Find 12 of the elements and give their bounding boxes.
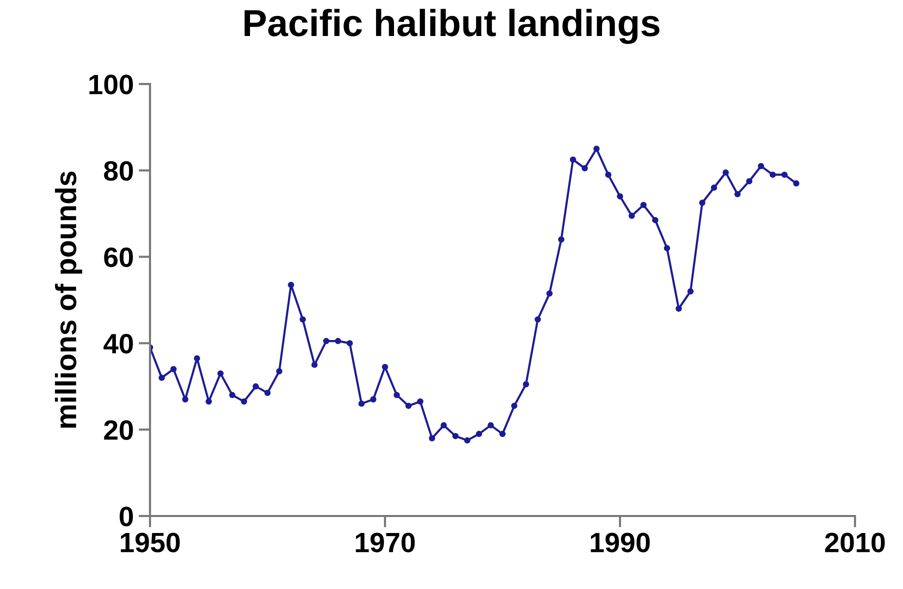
y-axis-title: millions of pounds xyxy=(54,172,82,428)
x-tick-label: 1970 xyxy=(356,532,415,552)
y-tick-label: 0 xyxy=(120,506,133,526)
x-tick-label: 2010 xyxy=(825,532,885,552)
chart-title: Pacific halibut landings xyxy=(244,8,660,44)
y-tick-label: 20 xyxy=(104,420,133,440)
x-tick-label: 1950 xyxy=(120,532,180,552)
y-tick-label: 40 xyxy=(104,334,133,354)
x-tick-label: 1990 xyxy=(590,532,650,552)
y-tick-label: 60 xyxy=(104,247,133,268)
y-tick-label: 80 xyxy=(104,161,133,181)
y-tick-label: 100 xyxy=(89,74,133,94)
